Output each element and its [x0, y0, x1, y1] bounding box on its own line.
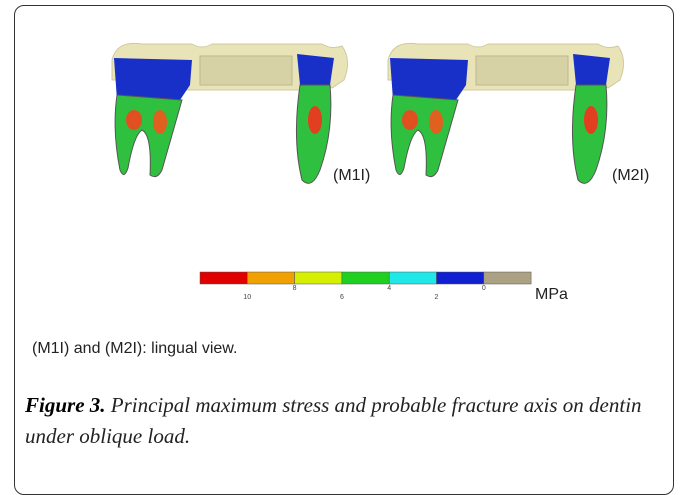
- colorbar-tick-label: 2: [435, 294, 439, 301]
- colorbar-segment: [295, 272, 342, 284]
- figure-note: (M1I) and (M2I): lingual view.: [32, 340, 237, 358]
- colorbar-segment: [437, 272, 484, 284]
- colorbar-segment: [389, 272, 436, 284]
- colorbar-tick-label: 8: [293, 285, 297, 292]
- colorbar-unit: MPa: [535, 286, 568, 303]
- colorbar-tick-label: 0: [482, 285, 486, 292]
- caption-label: Figure 3.: [25, 393, 106, 417]
- colorbar-segment: [247, 272, 294, 284]
- panel-label: (M2I): [612, 167, 649, 184]
- colorbar-tick-label: 6: [340, 294, 344, 301]
- colorbar-tick-label: 4: [387, 285, 391, 292]
- figure-image: (M1I) (M2I) 10 8 6 4 2 0 MPa: [0, 0, 681, 330]
- figure-caption: Figure 3. Principal maximum stress and p…: [25, 390, 665, 452]
- colorbar-segment: [200, 272, 247, 284]
- tooth-model: [388, 43, 624, 183]
- colorbar-segment: [484, 272, 531, 284]
- panel-label: (M1I): [333, 167, 370, 184]
- colorbar: 10 8 6 4 2 0: [200, 272, 531, 301]
- tooth-model: [112, 43, 348, 183]
- colorbar-tick-label: 10: [243, 294, 251, 301]
- caption-text: Principal maximum stress and probable fr…: [25, 393, 642, 448]
- colorbar-segment: [342, 272, 389, 284]
